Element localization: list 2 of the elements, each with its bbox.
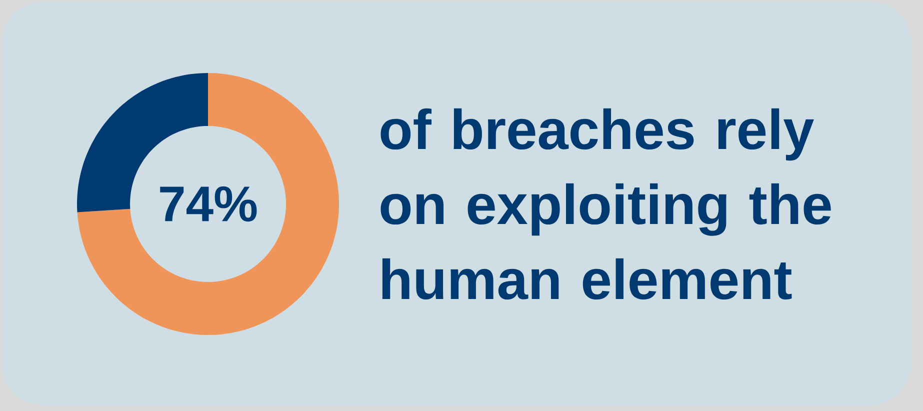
data-label: 74% bbox=[160, 186, 257, 222]
text: of breaches rely on exploiting the human element bbox=[380, 108, 831, 300]
